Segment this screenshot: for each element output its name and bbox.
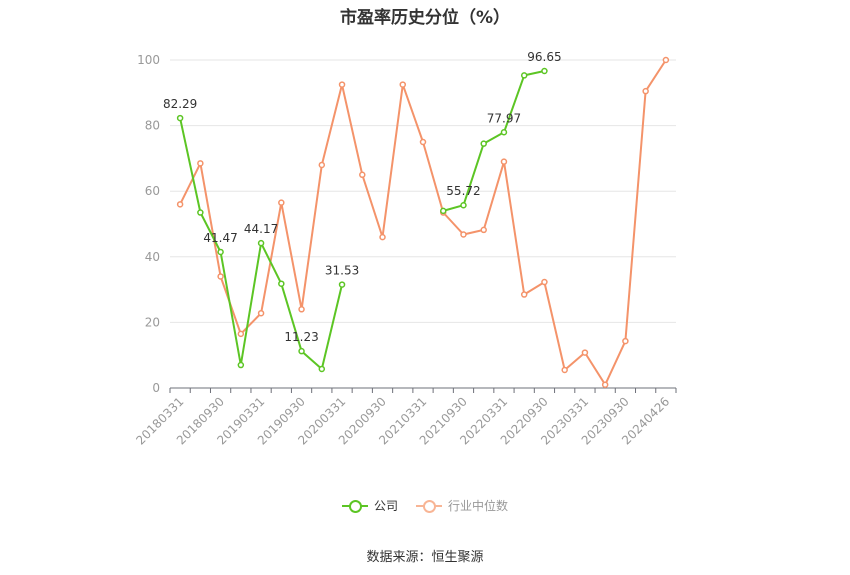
- legend-item-company[interactable]: 公司: [341, 497, 398, 514]
- industry-point: [520, 291, 528, 298]
- industry-point: [480, 226, 487, 234]
- industry-point: [359, 171, 366, 179]
- industry-point: [601, 381, 609, 388]
- y-tick-label: 100: [137, 53, 160, 67]
- y-tick-label: 20: [145, 315, 160, 329]
- company-point: [439, 207, 447, 215]
- company-point: [338, 281, 346, 288]
- y-tick-label: 60: [145, 184, 160, 198]
- industry-point: [176, 201, 184, 208]
- company-data-label: 44.17: [244, 222, 278, 236]
- company-point: [500, 129, 508, 136]
- chart-plot: 0204060801002018033120180930201903312019…: [133, 50, 677, 448]
- company-point: [237, 361, 245, 369]
- company-point: [541, 67, 548, 75]
- industry-point: [379, 233, 386, 241]
- company-point: [520, 72, 528, 79]
- legend-label-industry: 行业中位数: [448, 499, 509, 513]
- company-data-label: 77.97: [487, 111, 521, 125]
- company-data-label: 31.53: [325, 264, 359, 278]
- industry-point: [237, 330, 245, 338]
- company-series-line: [442, 70, 545, 212]
- y-tick-label: 0: [152, 381, 160, 395]
- industry-point: [257, 309, 265, 317]
- legend-label-company: 公司: [373, 499, 398, 513]
- industry-point: [419, 138, 427, 146]
- company-data-label: 82.29: [163, 97, 197, 111]
- industry-point: [541, 278, 548, 286]
- company-data-label: 11.23: [284, 330, 318, 344]
- legend-industry-marker-icon: [416, 499, 442, 513]
- legend-item-industry[interactable]: 行业中位数: [416, 497, 508, 514]
- industry-point: [217, 273, 224, 280]
- industry-point: [318, 161, 326, 169]
- industry-point: [622, 337, 629, 345]
- y-tick-label: 80: [145, 119, 160, 133]
- company-point: [176, 114, 184, 122]
- company-point: [257, 239, 265, 247]
- industry-point: [561, 366, 568, 374]
- data-source: 数据来源：恒生聚源: [366, 550, 484, 565]
- company-point: [278, 280, 285, 287]
- industry-point: [298, 306, 305, 313]
- company-point: [197, 209, 204, 216]
- company-point: [298, 347, 305, 355]
- industry-point: [338, 81, 346, 88]
- industry-point: [399, 81, 407, 88]
- company-point: [217, 248, 224, 256]
- company-point: [480, 140, 487, 147]
- legend-company-marker-icon: [341, 499, 368, 513]
- industry-point: [642, 87, 649, 95]
- industry-point: [278, 199, 285, 206]
- company-data-label: 41.47: [203, 231, 237, 245]
- y-tick-label: 40: [145, 250, 160, 264]
- industry-point: [500, 158, 508, 165]
- chart-legend: 公司 行业中位数: [0, 497, 850, 514]
- company-point: [460, 201, 467, 209]
- industry-point: [662, 56, 670, 64]
- industry-point: [197, 160, 204, 167]
- company-data-label: 55.72: [446, 184, 480, 198]
- company-data-label: 96.65: [527, 50, 561, 64]
- chart-title: 市盈率历史分位（%）: [339, 8, 511, 28]
- industry-point: [581, 349, 589, 356]
- industry-point: [460, 231, 467, 238]
- company-point: [318, 365, 326, 373]
